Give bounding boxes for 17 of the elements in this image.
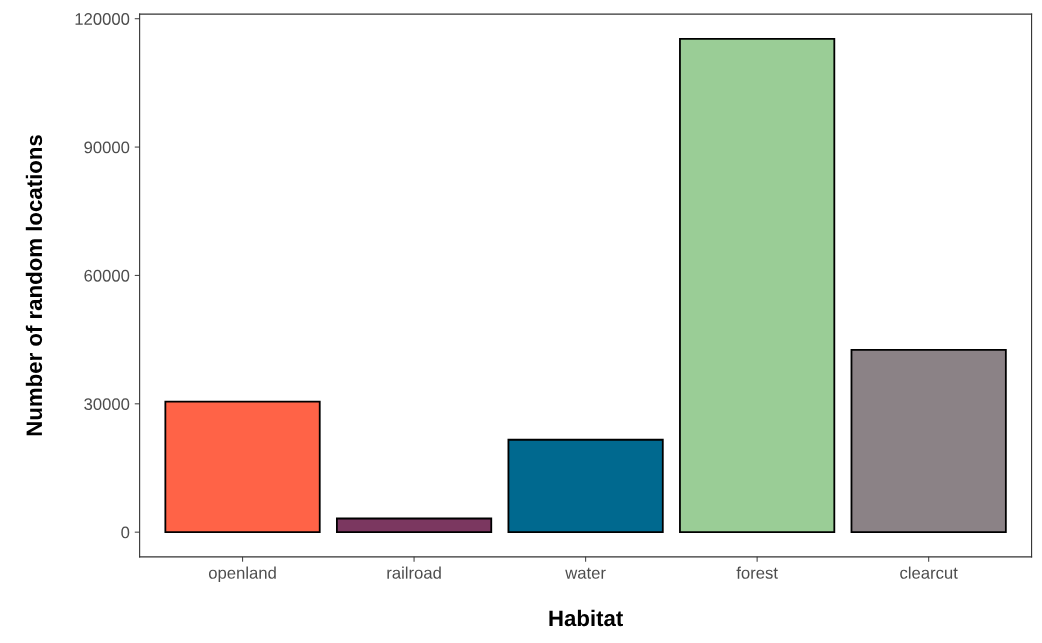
x-tick-label: water (565, 567, 606, 579)
y-axis-title: Number of random locations (25, 135, 43, 436)
y-tick-label: 120000 (75, 13, 130, 25)
bar (850, 348, 1007, 534)
bar (507, 438, 664, 534)
y-tick-label: 30000 (84, 398, 130, 411)
bar (679, 37, 836, 534)
y-tick-label: 90000 (84, 141, 130, 154)
x-tick-label: railroad (387, 566, 441, 579)
x-tick-label: clearcut (900, 566, 958, 579)
x-axis-title: Habitat (549, 609, 623, 627)
x-tick-label: forest (736, 566, 778, 579)
bar (335, 517, 493, 534)
x-tick-label: openland (208, 566, 276, 583)
y-tick-label: 60000 (84, 269, 130, 282)
y-tick-label: 0 (121, 526, 130, 539)
bar (164, 400, 321, 534)
